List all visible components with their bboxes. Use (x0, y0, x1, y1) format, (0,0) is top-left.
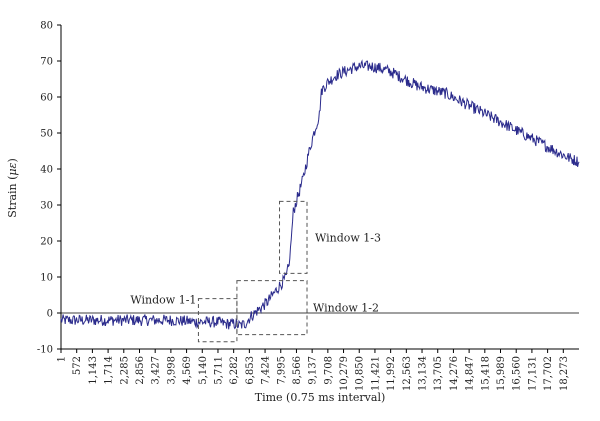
annotation-label: Window 1-3 (315, 231, 381, 244)
y-tick-label: 40 (40, 165, 53, 176)
x-tick-label: 10,850 (355, 356, 366, 391)
x-tick-label: 1,143 (88, 356, 99, 385)
y-tick-label: 70 (40, 57, 53, 68)
x-tick-label: 7,424 (261, 356, 272, 385)
x-tick-label: 17,702 (543, 356, 554, 391)
x-tick-label: 9,137 (308, 356, 319, 385)
annotation-box (279, 200, 308, 274)
x-tick-label: 2,856 (135, 356, 146, 385)
x-tick-label: 18,273 (559, 356, 570, 391)
y-tick-label: 0 (47, 309, 53, 320)
y-tick-label: -10 (37, 345, 53, 356)
x-tick-label: 13,705 (433, 356, 444, 391)
x-tick-label: 2,285 (119, 356, 130, 385)
y-tick-label: 10 (40, 273, 53, 284)
annotation-group: Window 1-1 Window 1-2 Window 1-3 (130, 200, 381, 343)
annotation-box (197, 298, 238, 343)
x-tick-label: 14,276 (449, 356, 460, 391)
y-tick-label: 50 (40, 129, 53, 140)
x-tick-label: 17,131 (527, 356, 538, 391)
y-axis-title-unit: με (6, 162, 19, 175)
x-tick-label: 572 (72, 356, 83, 375)
x-tick-label: 8,566 (292, 356, 303, 385)
x-tick-label: 1 (57, 356, 68, 362)
x-tick-label: 11,992 (386, 356, 397, 391)
annotation-box (236, 280, 308, 336)
y-axis-title-suffix: ) (6, 158, 19, 162)
y-axis-title-prefix: Strain ( (6, 176, 19, 218)
x-tick-label: 3,998 (166, 356, 177, 385)
y-tick-label: 60 (40, 93, 53, 104)
x-tick-label: 5,711 (213, 356, 224, 385)
annotation-label: Window 1-2 (313, 302, 379, 315)
x-tick-label: 13,134 (418, 356, 429, 391)
y-tick-label: 20 (40, 237, 53, 248)
x-axis-title: Time (0.75 ms interval) (255, 391, 386, 404)
x-tick-label: 14,847 (465, 356, 476, 391)
y-tick-label: 30 (40, 201, 53, 212)
y-tick-label: 80 (40, 21, 53, 32)
x-tick-label: 15,989 (496, 356, 507, 391)
x-tick-label: 7,995 (276, 356, 287, 385)
x-tick-label: 1,714 (104, 356, 115, 385)
x-tick-label: 16,560 (512, 356, 523, 391)
axes: -10 0 10 20 30 40 50 60 70 80 1 572 1,143 1,714 2,285 2… (37, 21, 579, 391)
x-tick-label: 4,569 (182, 356, 193, 385)
x-tick-label: 5,140 (198, 356, 209, 385)
x-tick-label: 10,279 (339, 356, 350, 391)
x-tick-label: 12,563 (402, 356, 413, 391)
x-tick-label: 9,708 (323, 356, 334, 385)
x-tick-label: 3,427 (151, 356, 162, 385)
y-axis-title: Strain (με) (6, 158, 19, 218)
series-group (60, 59, 580, 330)
x-tick-label: 11,421 (370, 356, 381, 391)
x-tick-label: 15,418 (480, 356, 491, 391)
x-tick-label: 6,282 (229, 356, 240, 385)
x-tick-label: 6,853 (245, 356, 256, 385)
strain-series-line (60, 59, 580, 330)
annotation-label: Window 1-1 (130, 294, 196, 307)
